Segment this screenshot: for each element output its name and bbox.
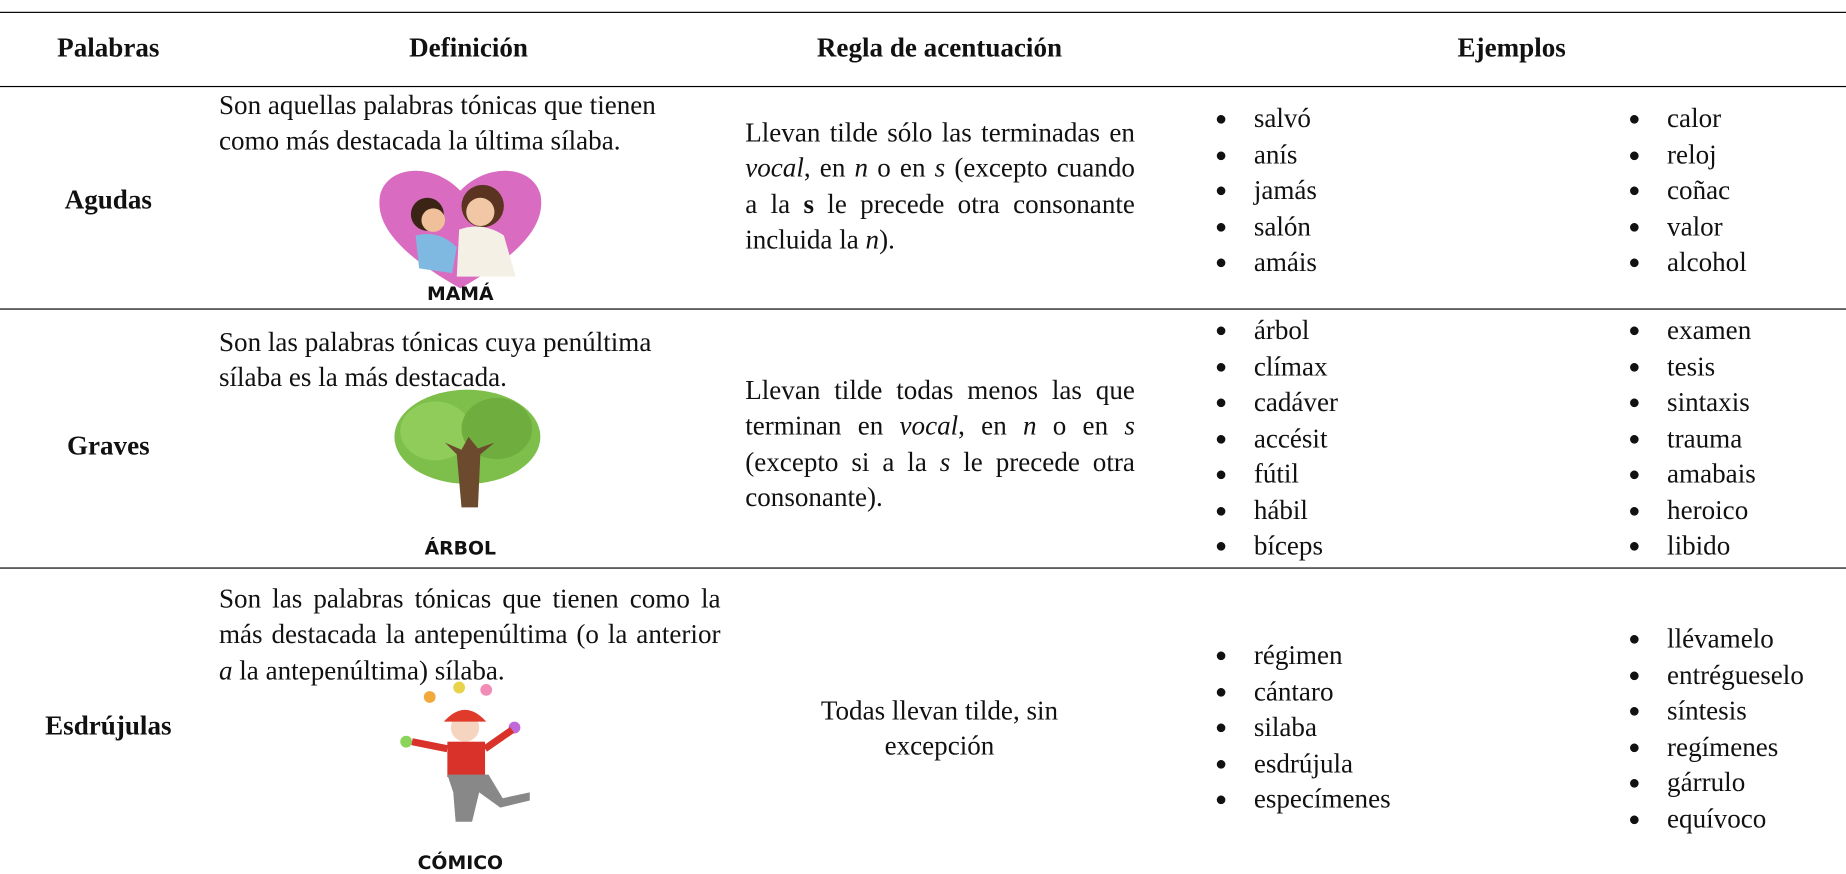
example: cadáver — [1215, 385, 1338, 421]
rule-line — [0, 85, 1846, 88]
example: silaba — [1215, 710, 1391, 746]
example: bíceps — [1215, 529, 1338, 565]
example: tesis — [1628, 349, 1756, 385]
text-run: , en — [803, 153, 855, 183]
rule: Todas llevan tilde, sin excepción — [791, 693, 1088, 765]
text-run: s — [939, 447, 951, 477]
example: trauma — [1628, 421, 1756, 457]
rule-line — [0, 567, 1846, 569]
example: examen — [1628, 313, 1756, 349]
text-run: s — [934, 153, 946, 183]
word-type: Esdrújulas — [45, 711, 172, 741]
example: jamás — [1215, 173, 1317, 209]
clown-illustration — [400, 681, 530, 822]
example: síntesis — [1628, 693, 1804, 729]
text-run: Llevan tilde todas menos las que termina… — [745, 375, 1135, 441]
example: salvó — [1215, 101, 1317, 137]
text-run: (excepto si a la — [745, 447, 940, 477]
example: libido — [1628, 529, 1756, 565]
header: Definición — [409, 32, 528, 63]
example: valor — [1628, 209, 1747, 245]
definition: Son las palabras tónicas cuya penúltima … — [219, 325, 721, 397]
rule: Llevan tilde todas menos las que termina… — [745, 373, 1135, 516]
example-list: examentesissintaxistraumaamabaisheroicol… — [1628, 313, 1756, 564]
text-run: , en — [958, 411, 1023, 441]
text-run: Son aquellas palabras tónicas que tienen… — [218, 90, 656, 156]
word-type: Graves — [66, 430, 150, 461]
example: alcohol — [1628, 245, 1747, 281]
example: accésit — [1215, 421, 1338, 457]
text-run: la antepenúltima) sílaba. — [232, 655, 505, 685]
header: Ejemplos — [1457, 32, 1566, 63]
text-run: n — [865, 225, 880, 255]
example: amáis — [1215, 245, 1317, 281]
example: cántaro — [1215, 674, 1391, 710]
example: llévamelo — [1628, 622, 1804, 658]
example: régimen — [1215, 638, 1391, 674]
rule-line — [0, 11, 1846, 13]
example: especímenes — [1215, 782, 1391, 818]
text-run: Todas llevan tilde, sin excepción — [820, 695, 1059, 762]
text-run: a — [218, 655, 233, 685]
text-run: (excepto cuando a la — [745, 153, 1135, 219]
example-list: salvóanísjamássalónamáis — [1215, 101, 1317, 281]
example: salón — [1215, 209, 1317, 245]
image-label: ÁRBOL — [424, 536, 497, 560]
example: gárrulo — [1628, 765, 1804, 801]
text-run: Son las palabras tónicas que tienen como… — [218, 583, 721, 650]
example: regímenes — [1628, 729, 1804, 765]
text-run: s — [1124, 411, 1135, 441]
header: Regla de acentuación — [816, 32, 1063, 63]
rule: Llevan tilde sólo las terminadas en voca… — [745, 115, 1135, 258]
example-list: régimencántarosilabaesdrújulaespecímenes — [1215, 638, 1391, 818]
example: hábil — [1215, 493, 1338, 529]
text-run: n — [1022, 411, 1037, 441]
example: amabais — [1628, 457, 1756, 493]
example: clímax — [1215, 349, 1338, 385]
tree-illustration — [394, 389, 541, 508]
example-list: árbolclímaxcadáveraccésitfútilhábilbícep… — [1215, 313, 1338, 564]
rule-line — [0, 308, 1846, 310]
example: esdrújula — [1215, 746, 1391, 782]
example: calor — [1628, 101, 1747, 137]
header: Palabras — [57, 32, 160, 63]
text-run: le precede otra consonante). — [745, 447, 1135, 513]
text-run: o en — [868, 153, 935, 183]
text-run: vocal — [899, 411, 959, 441]
example: equívoco — [1628, 801, 1804, 837]
example: árbol — [1215, 313, 1338, 349]
text-run: o en — [1036, 411, 1125, 441]
example: anís — [1215, 137, 1317, 173]
example: reloj — [1628, 137, 1747, 173]
word-type: Agudas — [64, 184, 152, 215]
text-run: Llevan tilde sólo las terminadas en — [745, 117, 1135, 148]
example: heroico — [1628, 493, 1756, 529]
text-run: ). — [879, 225, 895, 255]
text-run: vocal — [745, 153, 804, 183]
example: entrégueselo — [1628, 658, 1804, 694]
mama-illustration — [379, 170, 542, 289]
example: fútil — [1215, 457, 1338, 493]
image-label: CÓMICO — [417, 851, 504, 874]
text-run: Son las palabras tónicas cuya penúltima … — [218, 327, 652, 393]
example-list: calorrelojcoñacvaloralcohol — [1628, 101, 1747, 281]
example: sintaxis — [1628, 385, 1756, 421]
definition: Son las palabras tónicas que tienen como… — [219, 582, 721, 689]
image-label: MAMÁ — [426, 282, 494, 305]
example: coñac — [1628, 173, 1747, 209]
text-run: s — [803, 189, 814, 219]
example-list: llévameloentrégueselosíntesisregímenesgá… — [1628, 622, 1804, 837]
text-run: le precede otra consonante incluida la — [745, 189, 1135, 255]
text-run: n — [854, 153, 869, 183]
definition: Son aquellas palabras tónicas que tienen… — [219, 88, 721, 160]
